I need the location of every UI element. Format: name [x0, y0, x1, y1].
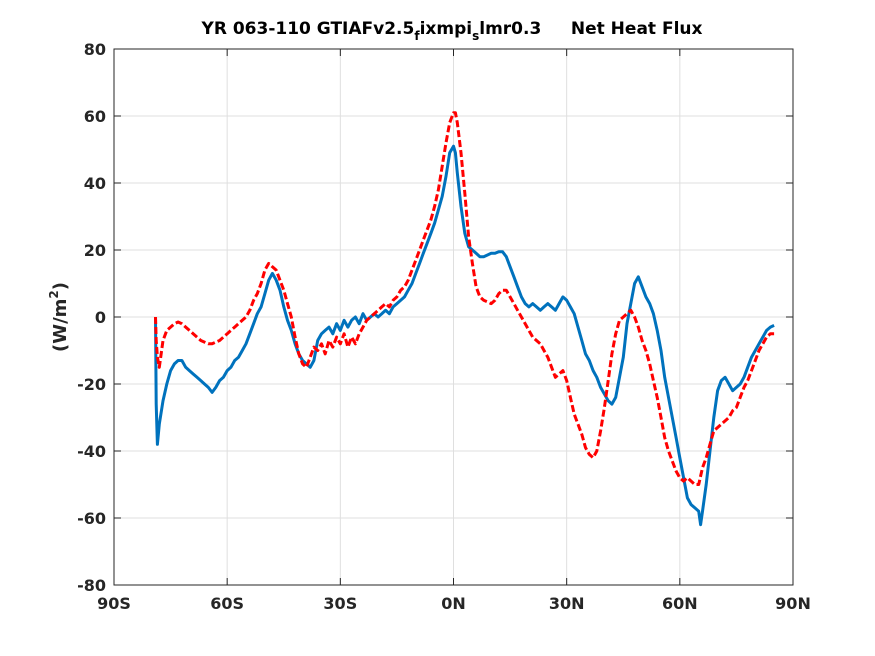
tick-marks	[113, 48, 794, 586]
chart-title: YR 063-110 GTIAFv2.5fixmpislmr0.3 Net He…	[201, 19, 703, 43]
x-tick-label: 90N	[775, 594, 811, 613]
y-tick-label: -80	[77, 576, 106, 595]
series-line-1	[154, 144, 775, 527]
x-tick-label: 60N	[662, 594, 698, 613]
title-part-3: lmr0.3 Net Heat Flux	[479, 19, 702, 39]
y-tick-label: 40	[84, 174, 106, 193]
x-tick-label: 90S	[97, 594, 131, 613]
y-axis-label-base: (W/m	[50, 299, 71, 352]
y-tick-labels: -80 -60 -40 -20 0 20 40 60 80	[77, 40, 106, 595]
y-tick-label: 60	[84, 107, 106, 126]
series-layer	[154, 111, 775, 527]
y-axis-label-superscript: 2	[47, 290, 61, 298]
y-tick-label: -40	[77, 442, 106, 461]
title-part-2: ixmpi	[420, 19, 473, 39]
series-line-2	[154, 111, 775, 486]
title-subscript-1: f	[414, 29, 420, 43]
x-tick-label: 30S	[323, 594, 357, 613]
x-tick-label: 60S	[210, 594, 244, 613]
x-tick-labels: 90S 60S 30S 0N 30N 60N 90N	[97, 594, 811, 613]
y-tick-label: -20	[77, 375, 106, 394]
y-tick-label: 80	[84, 40, 106, 59]
x-tick-label: 30N	[549, 594, 585, 613]
y-tick-label: -60	[77, 509, 106, 528]
title-part-1: YR 063-110 GTIAFv2.5	[201, 19, 415, 39]
y-axis-label-close: )	[50, 282, 71, 290]
y-tick-label: 20	[84, 241, 106, 260]
x-tick-label: 0N	[441, 594, 466, 613]
y-axis-label: (W/m2)	[47, 282, 71, 352]
title-subscript-2: s	[472, 29, 479, 43]
y-tick-label: 0	[95, 308, 106, 327]
